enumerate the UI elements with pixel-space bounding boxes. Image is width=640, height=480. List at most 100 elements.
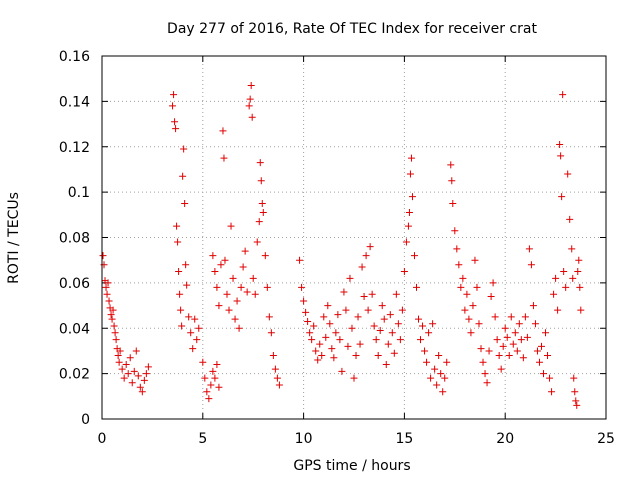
data-point-marker — [427, 374, 435, 382]
data-point-marker — [410, 252, 418, 260]
data-point-marker — [308, 336, 316, 344]
y-tick-label: 0.04 — [59, 321, 90, 337]
plot-frame — [101, 55, 607, 420]
data-point-marker — [215, 302, 223, 310]
data-point-marker — [491, 313, 499, 321]
data-point-marker — [552, 274, 560, 282]
data-point-marker — [400, 268, 408, 276]
data-point-marker — [483, 379, 491, 387]
data-point-marker — [107, 311, 115, 319]
data-point-marker — [364, 306, 372, 314]
data-point-marker — [571, 388, 579, 396]
data-point-marker — [523, 333, 531, 341]
data-point-marker — [566, 215, 574, 223]
data-point-marker — [499, 342, 507, 350]
data-point-marker — [447, 161, 455, 169]
data-point-marker — [461, 306, 469, 314]
data-point-marker — [576, 283, 584, 291]
data-point-marker — [453, 245, 461, 253]
data-point-marker — [560, 268, 568, 276]
data-point-marker — [404, 222, 412, 230]
data-point-marker — [102, 283, 110, 291]
data-point-marker — [306, 329, 314, 337]
data-point-marker — [521, 313, 529, 321]
data-point-marker — [356, 340, 364, 348]
data-point-marker — [372, 336, 380, 344]
data-point-marker — [443, 358, 451, 366]
data-point-marker — [245, 102, 253, 110]
data-point-marker — [177, 306, 185, 314]
data-point-marker — [352, 351, 360, 359]
data-point-marker — [126, 354, 134, 362]
data-point-marker — [531, 320, 539, 328]
data-point-marker — [559, 91, 567, 99]
data-point-marker — [505, 351, 513, 359]
data-point-marker — [554, 306, 562, 314]
data-point-marker — [109, 306, 117, 314]
data-point-marker — [231, 315, 239, 323]
data-point-marker — [320, 313, 328, 321]
data-point-marker — [118, 365, 126, 373]
data-point-marker — [542, 329, 550, 337]
data-point-marker — [189, 345, 197, 353]
data-point-marker — [253, 238, 261, 246]
data-point-marker — [108, 315, 116, 323]
data-point-marker — [328, 345, 336, 353]
data-point-marker — [223, 290, 231, 298]
data-point-marker — [171, 118, 179, 126]
data-point-marker — [477, 345, 485, 353]
data-point-marker — [340, 288, 348, 296]
data-point-marker — [503, 333, 511, 341]
data-point-marker — [332, 329, 340, 337]
data-point-marker — [396, 336, 404, 344]
data-point-marker — [211, 268, 219, 276]
data-point-marker — [201, 374, 209, 382]
data-point-marker — [247, 81, 255, 89]
x-tick-label: 5 — [198, 431, 207, 447]
data-point-marker — [239, 263, 247, 271]
data-point-marker — [564, 170, 572, 178]
data-point-marker — [255, 218, 263, 226]
y-axis-label: ROTI / TECUs — [6, 192, 22, 284]
axis-ticks: 0 0.02 0.04 0.06 0.08 0.1 0.12 0.14 0.16 0 5 10 15 20… — [59, 49, 615, 447]
data-point-marker — [360, 292, 368, 300]
data-point-marker — [374, 351, 382, 359]
data-point-marker — [415, 315, 423, 323]
data-point-marker — [533, 347, 541, 355]
data-point-marker — [562, 283, 570, 291]
data-point-marker — [548, 388, 556, 396]
data-point-marker — [535, 358, 543, 366]
data-point-marker — [336, 336, 344, 344]
x-axis-label: GPS time / hours — [293, 458, 410, 474]
data-point-marker — [489, 279, 497, 287]
data-point-marker — [257, 177, 265, 185]
data-point-marker — [519, 354, 527, 362]
data-point-marker — [527, 261, 535, 269]
data-point-marker — [176, 290, 184, 298]
data-point-marker — [390, 349, 398, 357]
data-point-marker — [215, 383, 223, 391]
data-point-marker — [558, 193, 566, 201]
data-point-marker — [465, 315, 473, 323]
data-point-marker — [142, 370, 150, 378]
data-point-marker — [261, 252, 269, 260]
data-point-marker — [233, 297, 241, 305]
y-tick-label: 0 — [81, 412, 90, 428]
data-point-marker — [475, 320, 483, 328]
data-point-marker — [574, 268, 582, 276]
data-point-marker — [304, 317, 312, 325]
data-point-marker — [140, 376, 148, 384]
data-point-marker — [540, 370, 548, 378]
data-point-marker — [241, 247, 249, 255]
data-point-marker — [346, 274, 354, 282]
data-point-marker — [271, 365, 279, 373]
data-point-marker — [110, 322, 118, 330]
data-point-marker — [211, 374, 219, 382]
data-point-marker — [221, 256, 229, 264]
data-point-marker — [269, 351, 277, 359]
data-point-marker — [170, 91, 178, 99]
data-point-marker — [515, 320, 523, 328]
data-point-marker — [412, 283, 420, 291]
